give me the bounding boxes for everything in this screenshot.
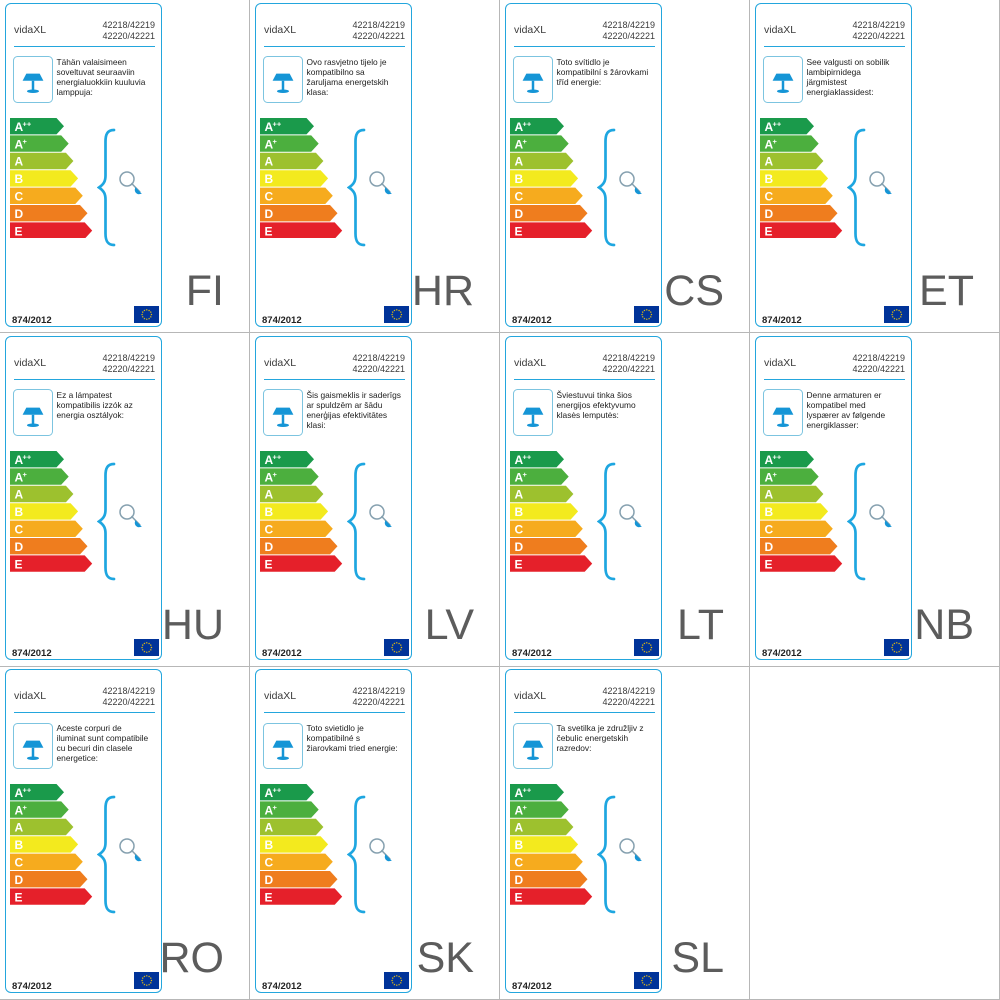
svg-text:++: ++: [772, 452, 781, 461]
svg-text:C: C: [514, 856, 523, 870]
svg-text:C: C: [764, 189, 773, 203]
svg-text:E: E: [514, 224, 522, 238]
svg-text:B: B: [514, 505, 523, 519]
svg-text:++: ++: [22, 786, 31, 795]
svg-text:D: D: [764, 540, 773, 554]
svg-text:++: ++: [272, 786, 281, 795]
svg-text:+: +: [772, 470, 777, 479]
svg-text:B: B: [514, 172, 523, 186]
svg-text:E: E: [264, 557, 272, 571]
svg-text:D: D: [514, 873, 523, 887]
svg-text:C: C: [14, 189, 23, 203]
svg-text:E: E: [764, 557, 772, 571]
svg-text:A: A: [514, 488, 523, 502]
svg-text:++: ++: [522, 119, 531, 128]
svg-text:B: B: [14, 505, 23, 519]
svg-text:E: E: [764, 224, 772, 238]
svg-text:E: E: [514, 891, 522, 905]
svg-text:B: B: [264, 172, 273, 186]
svg-text:C: C: [264, 856, 273, 870]
svg-text:D: D: [264, 540, 273, 554]
svg-text:+: +: [272, 470, 277, 479]
svg-text:++: ++: [522, 786, 531, 795]
svg-text:+: +: [22, 470, 27, 479]
svg-text:A: A: [264, 821, 273, 835]
svg-text:+: +: [772, 136, 777, 145]
svg-text:E: E: [14, 557, 22, 571]
svg-text:C: C: [514, 189, 523, 203]
svg-text:C: C: [14, 856, 23, 870]
svg-text:D: D: [514, 540, 523, 554]
svg-text:C: C: [514, 523, 523, 537]
svg-text:E: E: [264, 224, 272, 238]
svg-text:+: +: [522, 136, 527, 145]
svg-text:+: +: [522, 470, 527, 479]
svg-text:B: B: [514, 838, 523, 852]
svg-text:C: C: [264, 523, 273, 537]
svg-text:D: D: [264, 207, 273, 221]
svg-text:D: D: [14, 540, 23, 554]
svg-text:++: ++: [272, 452, 281, 461]
svg-text:B: B: [264, 838, 273, 852]
svg-text:A: A: [764, 488, 773, 502]
svg-text:D: D: [764, 207, 773, 221]
svg-text:B: B: [264, 505, 273, 519]
svg-text:A: A: [14, 154, 23, 168]
svg-text:A: A: [264, 488, 273, 502]
svg-text:B: B: [764, 505, 773, 519]
svg-text:D: D: [514, 207, 523, 221]
svg-text:A: A: [14, 821, 23, 835]
svg-text:++: ++: [22, 452, 31, 461]
svg-text:C: C: [264, 189, 273, 203]
svg-text:E: E: [514, 557, 522, 571]
svg-text:+: +: [272, 803, 277, 812]
svg-text:A: A: [264, 154, 273, 168]
svg-text:B: B: [14, 172, 23, 186]
svg-text:E: E: [14, 224, 22, 238]
svg-text:+: +: [522, 803, 527, 812]
svg-text:++: ++: [272, 119, 281, 128]
svg-text:++: ++: [522, 452, 531, 461]
svg-text:D: D: [264, 873, 273, 887]
svg-text:++: ++: [22, 119, 31, 128]
svg-text:D: D: [14, 873, 23, 887]
svg-text:A: A: [764, 154, 773, 168]
svg-text:+: +: [272, 136, 277, 145]
svg-text:E: E: [264, 891, 272, 905]
svg-text:A: A: [14, 488, 23, 502]
svg-text:B: B: [14, 838, 23, 852]
svg-text:C: C: [764, 523, 773, 537]
svg-text:++: ++: [772, 119, 781, 128]
svg-text:+: +: [22, 803, 27, 812]
svg-text:+: +: [22, 136, 27, 145]
svg-text:A: A: [514, 154, 523, 168]
svg-text:A: A: [514, 821, 523, 835]
svg-text:C: C: [14, 523, 23, 537]
svg-text:B: B: [764, 172, 773, 186]
svg-text:E: E: [14, 891, 22, 905]
svg-text:D: D: [14, 207, 23, 221]
